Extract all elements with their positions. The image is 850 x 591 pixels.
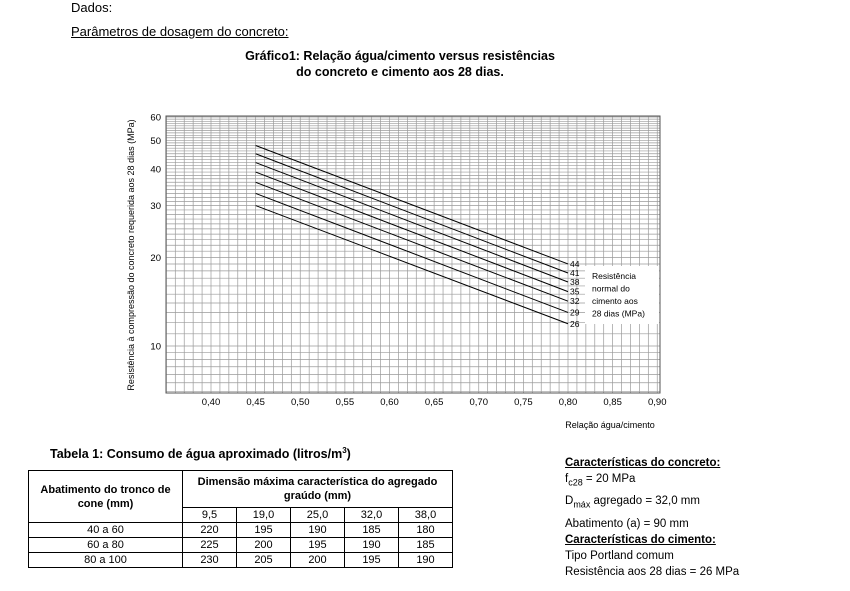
- row-label: 40 a 60: [28, 522, 183, 538]
- cell: 220: [182, 522, 237, 538]
- fc-sub: c28: [568, 477, 583, 488]
- cement-type: Tipo Portland comum: [565, 550, 674, 562]
- dmax-header: 19,0: [236, 507, 291, 523]
- table-row: 80 a 100 230 205 200 195 190: [28, 552, 453, 568]
- data-label: Dados:: [71, 0, 113, 15]
- row-label: 60 a 80: [28, 537, 183, 553]
- water-consumption-table: Abatimento do tronco de cone (mm) Dimens…: [28, 470, 453, 568]
- y-tick-label: 10: [150, 342, 161, 353]
- cement-characteristics: Características do cimento: Tipo Portlan…: [565, 532, 739, 580]
- dmax-value: agregado = 32,0 mm: [590, 495, 700, 508]
- fc-value: = 20 MPa: [582, 473, 636, 485]
- series-line-32: [255, 181, 569, 302]
- cell: 190: [344, 537, 399, 553]
- cell: 230: [182, 552, 237, 568]
- section-subtitle: Parâmetros de dosagem do concreto:: [71, 24, 289, 39]
- dmax-line: Dmáx agregado = 32,0 mm: [565, 493, 720, 512]
- cement-title: Características do cimento:: [565, 534, 716, 546]
- legend-title-line: cimento aos: [592, 296, 638, 306]
- series-label: 32: [570, 296, 580, 306]
- cell: 195: [236, 522, 291, 538]
- chart-title-line1: Gráfico1: Relação água/cimento versus re…: [245, 49, 555, 63]
- concrete-title: Características do concreto:: [565, 457, 721, 469]
- x-tick-label: 0,70: [470, 397, 489, 408]
- cell: 185: [344, 522, 399, 538]
- fc28-line: fc28 = 20 MPa: [565, 471, 720, 490]
- cement-strength: Resistência aos 28 dias = 26 MPa: [565, 566, 740, 578]
- x-tick-label: 0,40: [202, 397, 221, 408]
- cell: 200: [290, 552, 345, 568]
- slump-line: Abatimento (a) = 90 mm: [565, 517, 689, 530]
- cell: 195: [290, 537, 345, 553]
- fc-symbol: f: [565, 473, 569, 485]
- cell: 190: [290, 522, 345, 538]
- y-tick-label: 40: [150, 164, 161, 175]
- dmax-header: 9,5: [182, 507, 237, 523]
- y-tick-label: 50: [150, 136, 161, 147]
- table-title: Tabela 1: Consumo de água aproximado (li…: [50, 446, 351, 461]
- y-tick-label: 20: [150, 253, 161, 264]
- row-label: 80 a 100: [28, 552, 183, 568]
- plot-frame: [165, 115, 661, 394]
- x-tick-label: 0,60: [380, 397, 399, 408]
- y-axis-label: Resistência à compressão do concreto req…: [126, 119, 136, 390]
- cell: 200: [236, 537, 291, 553]
- y-tick-label: 30: [150, 201, 161, 212]
- table-row: 40 a 60 220 195 190 185 180: [28, 522, 453, 538]
- legend-title-line: Resistência: [592, 271, 636, 281]
- series-line-35: [255, 171, 569, 293]
- legend-box: [585, 266, 659, 324]
- table-title-sup: 3: [342, 446, 347, 455]
- series-label: 26: [570, 319, 580, 329]
- cell: 190: [398, 552, 453, 568]
- series-line-44: [255, 145, 569, 265]
- concrete-characteristics: Características do concreto: fc28 = 20 M…: [565, 455, 720, 532]
- cell: 195: [344, 552, 399, 568]
- series-label: 35: [570, 287, 580, 297]
- dmax-symbol: D: [565, 495, 574, 508]
- chart-title-line2: do concreto e cimento aos 28 dias.: [296, 65, 504, 79]
- x-tick-label: 0,80: [559, 397, 578, 408]
- series-label: 41: [570, 268, 580, 278]
- series-label: 38: [570, 277, 580, 287]
- legend-title-line: normal do: [592, 284, 630, 294]
- legend-title-line: 28 dias (MPa): [592, 309, 645, 319]
- series-line-29: [255, 192, 569, 313]
- chart: 0,40 0,45 0,50 0,55 0,60 0,65 0,70 0,75 0,80 0,85…: [126, 113, 667, 431]
- cell: 180: [398, 522, 453, 538]
- col-header-slump: Abatimento do tronco de cone (mm): [28, 470, 183, 523]
- table-row: 60 a 80 225 200 195 190 185: [28, 537, 453, 553]
- table-title-text: Tabela 1: Consumo de água aproximado (li…: [50, 447, 343, 462]
- x-tick-label: 0,65: [425, 397, 444, 408]
- x-axis-label: Relação água/cimento: [565, 420, 655, 430]
- col-header-dmax-group: Dimensão máxima característica do agrega…: [182, 470, 453, 508]
- series-line-26: [255, 205, 569, 325]
- cell: 225: [182, 537, 237, 553]
- x-tick-label: 0,45: [246, 397, 265, 408]
- x-tick-label: 0,55: [336, 397, 355, 408]
- y-tick-label: 60: [150, 113, 161, 124]
- cell: 185: [398, 537, 453, 553]
- dmax-sub: máx: [573, 499, 591, 510]
- dmax-header: 32,0: [344, 507, 399, 523]
- series-line-41: [255, 153, 569, 274]
- series-label: 29: [570, 307, 580, 317]
- cell: 205: [236, 552, 291, 568]
- dmax-header: 38,0: [398, 507, 453, 523]
- dmax-header: 25,0: [290, 507, 345, 523]
- x-tick-label: 0,50: [291, 397, 310, 408]
- table-title-end: ): [346, 447, 351, 462]
- chart-title: Gráfico1: Relação água/cimento versus re…: [200, 48, 600, 80]
- x-tick-label: 0,75: [514, 397, 533, 408]
- series-line-38: [255, 162, 569, 283]
- series-label: 44: [570, 259, 580, 269]
- x-tick-label: 0,85: [603, 397, 622, 408]
- x-tick-label: 0,90: [648, 397, 667, 408]
